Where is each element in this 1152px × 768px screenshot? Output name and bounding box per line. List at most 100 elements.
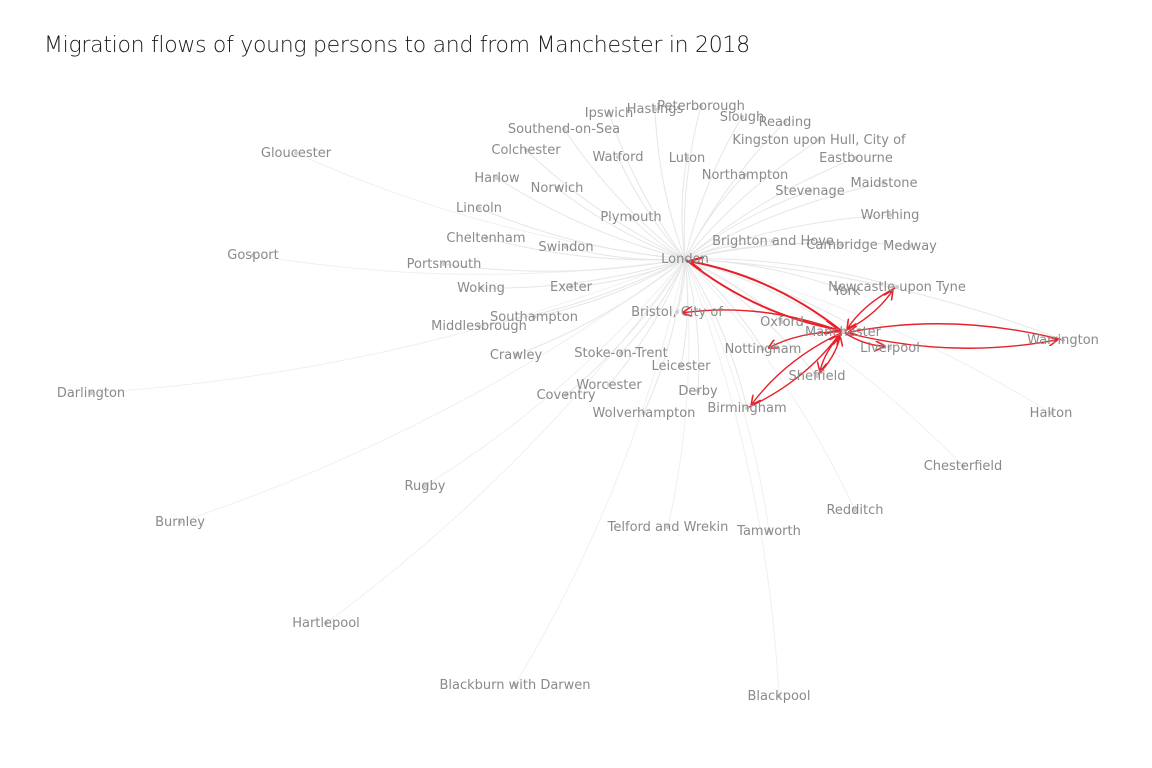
node-cambridge[interactable]: Cambridge [806, 238, 877, 253]
node-birmingham[interactable]: Birmingham [707, 401, 786, 416]
node-newcastle[interactable]: Newcastle upon Tyne [828, 280, 966, 295]
node-dot-cambridge [840, 243, 844, 247]
flow-edge-rugby [425, 258, 686, 486]
node-reading[interactable]: Reading [759, 115, 812, 130]
node-crawley[interactable]: Crawley [490, 348, 543, 363]
node-label-tamworth: Tamworth [736, 524, 801, 539]
node-plymouth[interactable]: Plymouth [600, 210, 661, 225]
node-darlington[interactable]: Darlington [57, 386, 125, 401]
node-cheltenham[interactable]: Cheltenham [446, 231, 525, 246]
node-watford[interactable]: Watford [593, 150, 644, 165]
node-rugby[interactable]: Rugby [405, 479, 446, 494]
node-nottingham[interactable]: Nottingham [725, 342, 802, 357]
node-warrington[interactable]: Warrington [1027, 333, 1099, 348]
node-london[interactable]: London [661, 252, 709, 267]
node-colchester[interactable]: Colchester [491, 143, 561, 158]
node-bristol[interactable]: Bristol, City of [631, 305, 723, 320]
node-eastbourne[interactable]: Eastbourne [819, 151, 893, 166]
flow-edge-gosport [253, 255, 686, 275]
node-dot-leicester [679, 364, 683, 368]
node-stoke[interactable]: Stoke-on-Trent [574, 346, 667, 361]
node-norwich[interactable]: Norwich [531, 181, 584, 196]
node-southend[interactable]: Southend-on-Sea [508, 122, 620, 137]
node-dot-coventry [564, 393, 568, 397]
node-york[interactable]: York [832, 284, 861, 299]
node-medway[interactable]: Medway [883, 239, 937, 254]
node-stevenage[interactable]: Stevenage [775, 184, 845, 199]
node-sheffield[interactable]: Sheffield [789, 369, 846, 384]
node-coventry[interactable]: Coventry [536, 388, 595, 403]
node-southampton[interactable]: Southampton [490, 310, 578, 325]
node-northampton[interactable]: Northampton [702, 168, 789, 183]
flow-edge-redditch [684, 258, 855, 510]
node-dot-reading [783, 120, 787, 124]
node-luton[interactable]: Luton [669, 151, 706, 166]
node-tamworth[interactable]: Tamworth [736, 524, 801, 539]
node-gosport[interactable]: Gosport [227, 248, 278, 263]
node-label-oxford: Oxford [760, 315, 804, 330]
node-label-slough: Slough [720, 110, 765, 125]
node-dot-colchester [524, 148, 528, 152]
node-worcester[interactable]: Worcester [576, 378, 642, 393]
node-label-brighton: Brighton and Hove [712, 234, 834, 249]
node-exeter[interactable]: Exeter [550, 280, 593, 295]
node-telford[interactable]: Telford and Wrekin [607, 520, 729, 535]
node-leicester[interactable]: Leicester [652, 359, 712, 374]
node-label-warrington: Warrington [1027, 333, 1099, 348]
node-dot-redditch [853, 508, 857, 512]
node-lincoln[interactable]: Lincoln [456, 201, 502, 216]
node-blackpool[interactable]: Blackpool [748, 689, 811, 704]
node-dot-eastbourne [854, 156, 858, 160]
flow-edge-watford [618, 157, 686, 260]
node-oxford[interactable]: Oxford [760, 315, 804, 330]
node-harlow[interactable]: Harlow [474, 171, 520, 186]
node-dot-brighton [771, 239, 775, 243]
node-derby[interactable]: Derby [678, 384, 718, 399]
node-hastings[interactable]: Hastings [627, 102, 684, 117]
node-dot-ipswich [607, 111, 611, 115]
flow-edge-luton [681, 158, 687, 260]
node-label-stoke: Stoke-on-Trent [574, 346, 667, 361]
node-worthing[interactable]: Worthing [861, 208, 920, 223]
node-wolverhampton[interactable]: Wolverhampton [593, 406, 696, 421]
node-redditch[interactable]: Redditch [826, 503, 883, 518]
node-slough[interactable]: Slough [720, 110, 765, 125]
node-dot-manchester [841, 330, 845, 334]
node-dot-sheffield [815, 374, 819, 378]
node-label-cambridge: Cambridge [806, 238, 877, 253]
node-brighton[interactable]: Brighton and Hove [712, 234, 834, 249]
node-label-chesterfield: Chesterfield [924, 459, 1003, 474]
node-label-worthing: Worthing [861, 208, 920, 223]
node-label-hartlepool: Hartlepool [292, 616, 360, 631]
node-label-plymouth: Plymouth [600, 210, 661, 225]
node-label-exeter: Exeter [550, 280, 593, 295]
node-woking[interactable]: Woking [457, 281, 505, 296]
node-hartlepool[interactable]: Hartlepool [292, 616, 360, 631]
node-ipswich[interactable]: Ipswich [585, 106, 634, 121]
highlighted-edges [683, 259, 1064, 409]
node-halton[interactable]: Halton [1030, 406, 1073, 421]
node-burnley[interactable]: Burnley [155, 515, 205, 530]
node-dot-darlington [89, 391, 93, 395]
node-blackburn[interactable]: Blackburn with Darwen [439, 678, 590, 693]
node-gloucester[interactable]: Gloucester [261, 146, 332, 161]
node-kingston[interactable]: Kingston upon Hull, City of [732, 133, 906, 148]
node-manchester[interactable]: Manchester [805, 325, 882, 340]
node-maidstone[interactable]: Maidstone [850, 176, 917, 191]
node-portsmouth[interactable]: Portsmouth [407, 257, 482, 272]
node-label-sheffield: Sheffield [789, 369, 846, 384]
node-dot-stevenage [808, 189, 812, 193]
node-chesterfield[interactable]: Chesterfield [924, 459, 1003, 474]
node-dot-portsmouth [442, 262, 446, 266]
node-middlesbrough[interactable]: Middlesbrough [431, 319, 527, 334]
node-label-ipswich: Ipswich [585, 106, 634, 121]
node-swindon[interactable]: Swindon [538, 240, 593, 255]
node-dot-halton [1049, 411, 1053, 415]
node-dot-york [845, 289, 849, 293]
node-peterborough[interactable]: Peterborough [657, 99, 745, 114]
node-label-harlow: Harlow [474, 171, 520, 186]
flow-edge-norwich [557, 188, 686, 260]
node-liverpool[interactable]: Liverpool [860, 341, 920, 356]
node-dot-telford [666, 525, 670, 529]
